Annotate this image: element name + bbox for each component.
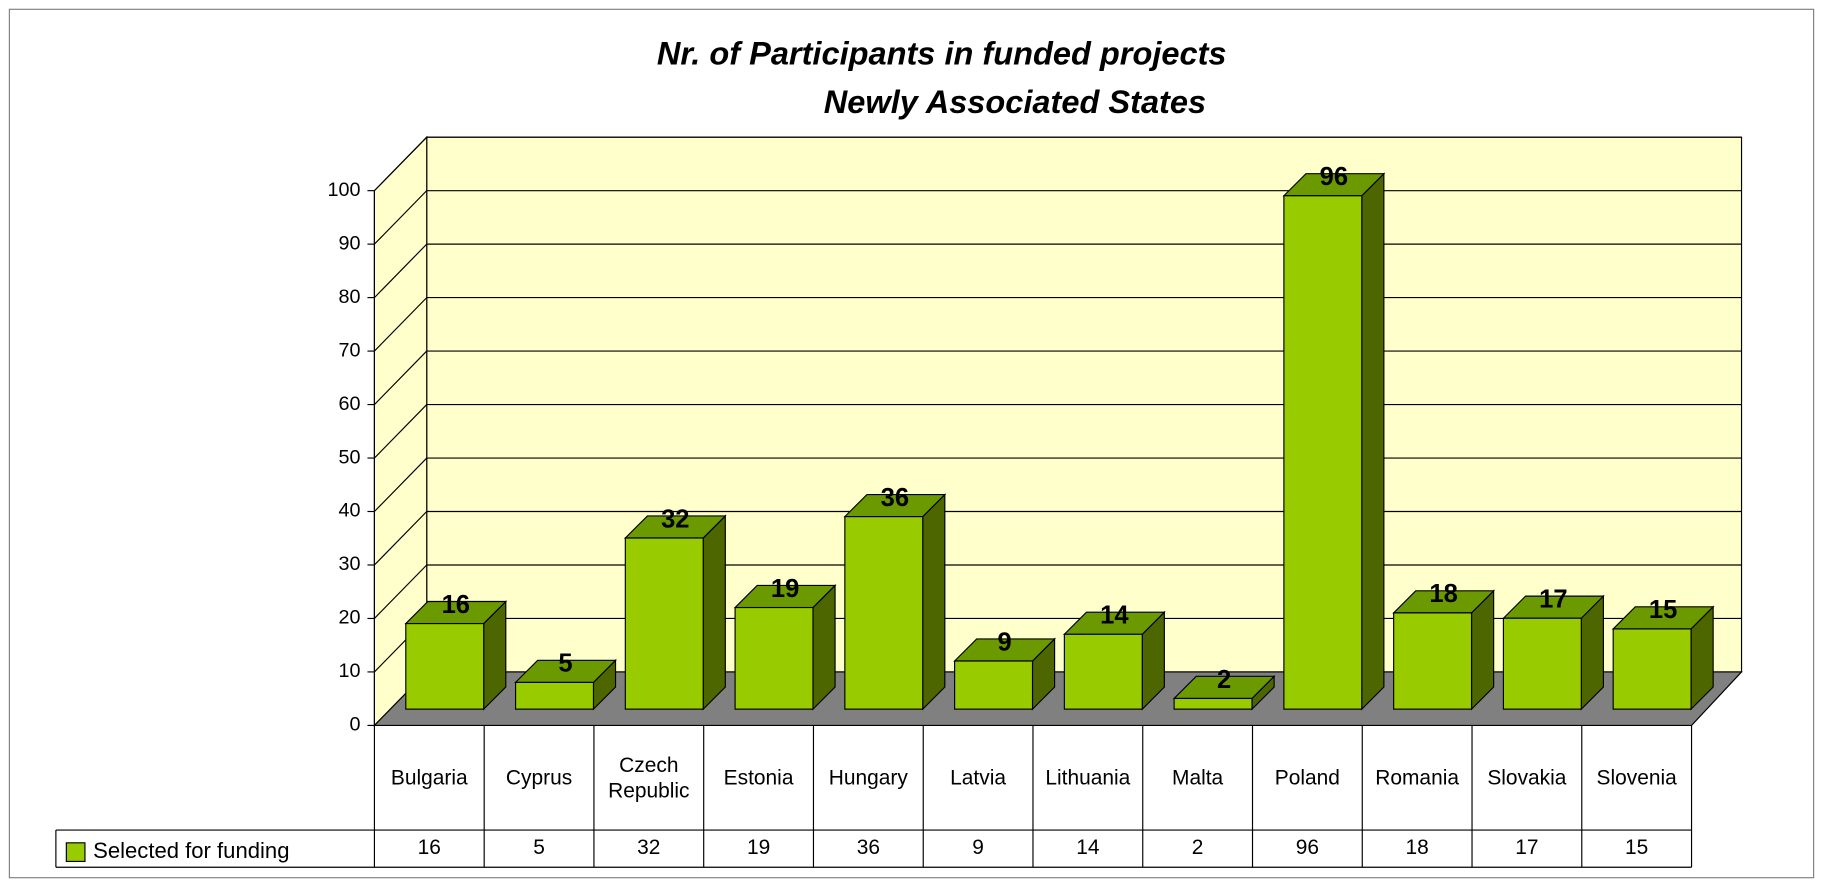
- data-label: 5: [558, 650, 572, 678]
- bar: [624, 537, 704, 710]
- data-table: Selected for funding Bulgaria 16 Cyprus 5 Cz…: [55, 725, 1693, 868]
- data-label: 36: [881, 484, 909, 512]
- table-value: 15: [1625, 836, 1648, 859]
- bar: [405, 622, 485, 710]
- data-label: 18: [1429, 580, 1457, 608]
- x-tick-label: Romania: [1375, 765, 1460, 790]
- grid-line: [374, 350, 428, 405]
- y-tick-label: 70: [338, 339, 360, 361]
- bar-side: [1361, 172, 1385, 711]
- table-value: 17: [1515, 836, 1538, 859]
- data-label: 15: [1649, 596, 1677, 624]
- data-label: 9: [997, 628, 1011, 656]
- bar: [1173, 697, 1253, 710]
- bar: [1063, 633, 1143, 710]
- table-value: 18: [1406, 836, 1429, 859]
- table-value: 32: [637, 836, 660, 859]
- bar: [514, 681, 595, 710]
- data-label: 16: [442, 591, 470, 619]
- grid-line: [374, 404, 428, 459]
- data-label: 2: [1217, 666, 1231, 694]
- category-cell: Malta: [1172, 765, 1224, 790]
- bar: [844, 516, 924, 710]
- data-label: 32: [661, 505, 689, 533]
- bars: 16 5 32 19 36 9 14 2 96 18 17 15: [404, 163, 1715, 711]
- data-label: 19: [771, 575, 799, 603]
- x-tick-label: Lithuania: [1045, 765, 1131, 790]
- bar: [1502, 617, 1582, 710]
- category-cell: Estonia: [723, 765, 794, 790]
- table-value: 14: [1076, 836, 1100, 859]
- data-label: 14: [1100, 602, 1129, 630]
- y-tick-label: 90: [338, 232, 360, 254]
- category-cell: Latvia: [950, 765, 1007, 790]
- data-label: 96: [1320, 163, 1348, 191]
- legend-swatch: [65, 842, 86, 863]
- x-tick-label: Malta: [1172, 765, 1224, 790]
- category-cell: Cyprus: [505, 765, 573, 790]
- grid-line: [374, 190, 428, 245]
- grid-line: [374, 457, 428, 512]
- x-tick-label: Cyprus: [505, 765, 573, 790]
- bar: [734, 606, 814, 710]
- category-cell: Bulgaria: [390, 765, 468, 790]
- bar: [1612, 628, 1692, 710]
- y-tick-label: 50: [338, 446, 360, 468]
- category-cell: Czech Republic: [608, 752, 690, 803]
- category-cell: Poland: [1274, 765, 1340, 790]
- table-value: 16: [418, 836, 441, 859]
- category-cell: Romania: [1375, 765, 1460, 790]
- x-tick-label: Estonia: [723, 765, 794, 790]
- table-value: 5: [533, 836, 545, 859]
- data-label: 17: [1539, 586, 1567, 614]
- table-value: 9: [972, 836, 984, 859]
- x-tick-label: Poland: [1274, 765, 1340, 790]
- y-tick-label: 40: [338, 500, 360, 522]
- x-tick-label: Bulgaria: [390, 765, 468, 790]
- table-value: 36: [857, 836, 880, 859]
- category-cell: Slovakia: [1487, 765, 1567, 790]
- y-tick-label: 60: [338, 393, 360, 415]
- x-tick-label: Slovakia: [1487, 765, 1567, 790]
- x-tick-label: Latvia: [950, 765, 1007, 790]
- chart-subtitle: Newly Associated States: [824, 84, 1206, 120]
- y-tick-label: 30: [338, 553, 360, 575]
- table-value: 96: [1296, 836, 1319, 859]
- bar-side: [702, 514, 726, 711]
- x-tick-label: Czech Republic: [608, 752, 690, 803]
- grid-line: [374, 243, 428, 299]
- legend-label: Selected for funding: [93, 838, 289, 863]
- grid-line: [374, 511, 428, 566]
- grid-line: [374, 564, 428, 619]
- chart-title: Nr. of Participants in funded projects: [657, 35, 1227, 71]
- category-cell: Hungary: [828, 765, 908, 790]
- bar-side: [922, 493, 946, 711]
- y-tick-label: 20: [338, 607, 360, 629]
- x-tick-label: Slovenia: [1596, 765, 1677, 790]
- table-value: 19: [747, 836, 770, 859]
- bar: [1283, 195, 1363, 710]
- grid-line: [374, 297, 428, 352]
- bar: [954, 660, 1034, 710]
- category-cell: Slovenia: [1596, 765, 1677, 790]
- bar: [1393, 612, 1473, 710]
- y-tick-label: 100: [328, 179, 361, 201]
- y-tick-label: 0: [349, 714, 360, 736]
- category-cell: Lithuania: [1045, 765, 1131, 790]
- y-tick-label: 10: [338, 660, 360, 682]
- table-value: 2: [1192, 836, 1204, 859]
- grid-line: [374, 136, 428, 192]
- y-tick-label: 80: [338, 286, 360, 308]
- x-tick-label: Hungary: [828, 765, 908, 790]
